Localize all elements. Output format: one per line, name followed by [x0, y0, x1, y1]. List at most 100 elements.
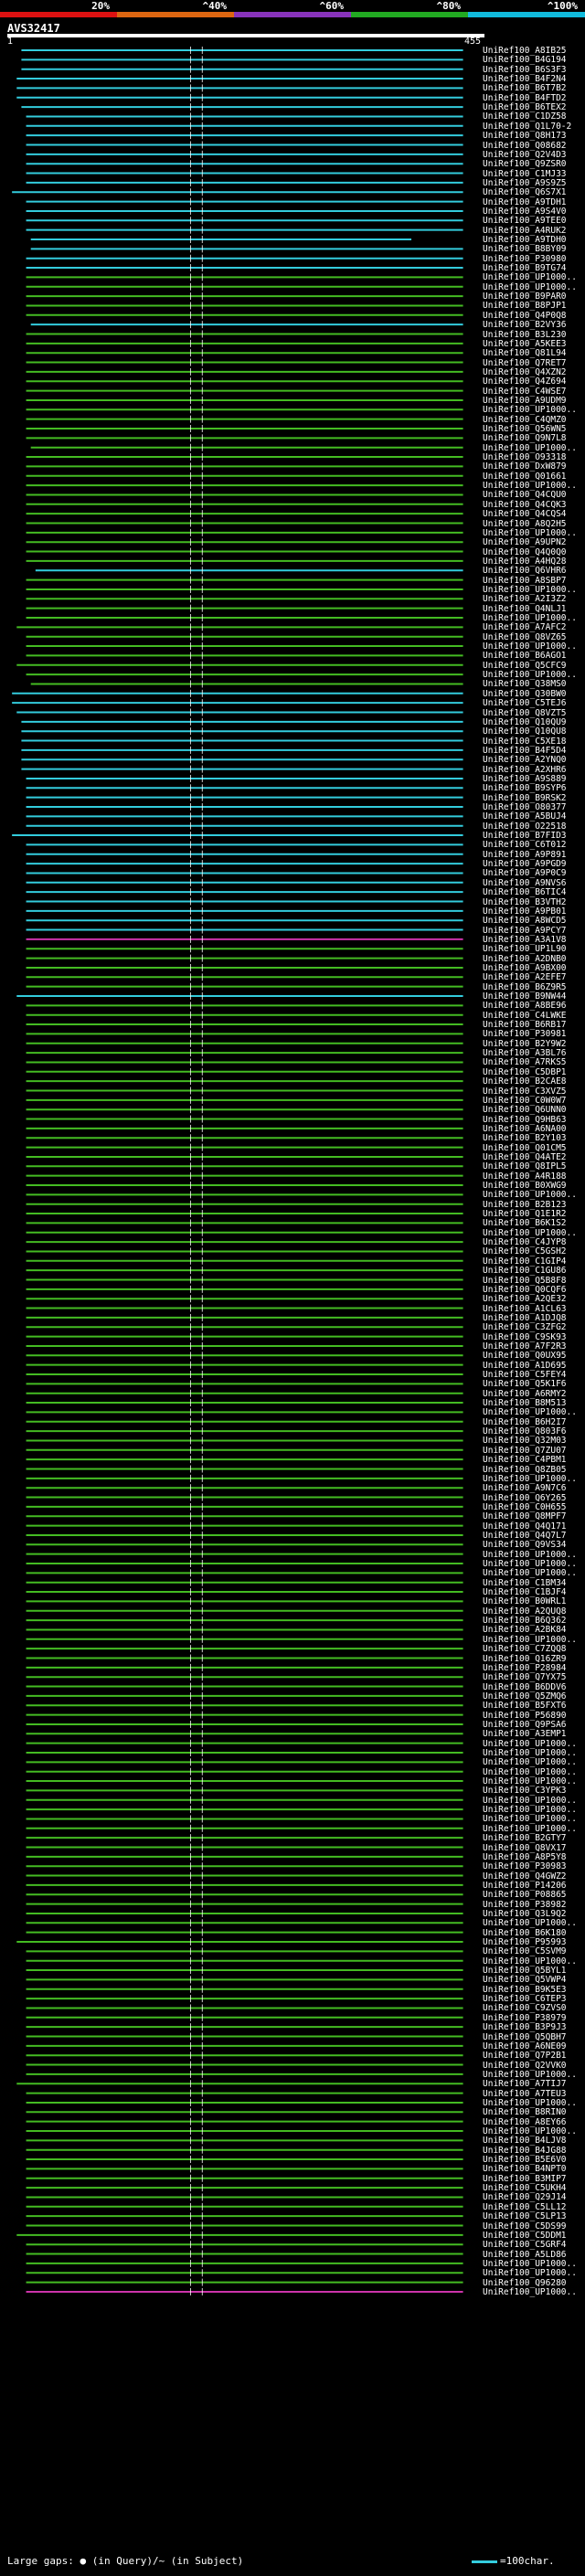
hit-label[interactable]: UniRef100_Q8VZ65 [483, 631, 567, 642]
hit-label[interactable]: UniRef100_A9P0C9 [483, 868, 567, 879]
hit-label[interactable]: UniRef100_A2XHR6 [483, 764, 567, 775]
hit-label[interactable]: UniRef100_A2QUQ8 [483, 1606, 567, 1617]
hit-label[interactable]: UniRef100_Q4ATE2 [483, 1151, 567, 1162]
hit-label[interactable]: UniRef100_UP1000.. [483, 1559, 577, 1569]
hit-label[interactable]: UniRef100_A9S889 [483, 773, 567, 784]
hit-label[interactable]: UniRef100_Q81L94 [483, 348, 567, 359]
hit-label[interactable]: UniRef100_B6T7B2 [483, 83, 567, 94]
hit-label[interactable]: UniRef100_A8SBP7 [483, 575, 567, 586]
hit-label[interactable]: UniRef100_UP1000.. [483, 2286, 577, 2297]
hit-label[interactable]: UniRef100_Q5BYL1 [483, 1966, 567, 1977]
hit-label[interactable]: UniRef100_A7RKS5 [483, 1057, 567, 1068]
hit-label[interactable]: UniRef100_B7FID3 [483, 831, 567, 842]
hit-label[interactable]: UniRef100_A5KEE3 [483, 338, 567, 349]
hit-label[interactable]: UniRef100_C1GU86 [483, 1266, 567, 1277]
hit-label[interactable]: UniRef100_UP1000.. [483, 281, 577, 292]
hit-label[interactable]: UniRef100_C5DBP1 [483, 1066, 567, 1077]
hit-label[interactable]: UniRef100_A4HQ28 [483, 556, 567, 567]
hit-label[interactable]: UniRef100_C1BM34 [483, 1577, 567, 1588]
hit-label[interactable]: UniRef100_UP1000.. [483, 670, 577, 681]
hit-label[interactable]: UniRef100_P30980 [483, 253, 567, 264]
hit-label[interactable]: UniRef100_C6T012 [483, 840, 567, 851]
hit-label[interactable]: UniRef100_A2I3Z2 [483, 594, 567, 605]
hit-label[interactable]: UniRef100_A4RUK2 [483, 225, 567, 236]
hit-label[interactable]: UniRef100_O22518 [483, 821, 567, 832]
hit-label[interactable]: UniRef100_A4R188 [483, 1171, 567, 1182]
hit-label[interactable]: UniRef100_C1MJ33 [483, 168, 567, 179]
hit-label[interactable]: UniRef100_C4QMZ0 [483, 414, 567, 425]
hit-label[interactable]: UniRef100_B6S3F3 [483, 64, 567, 75]
hit-label[interactable]: UniRef100_Q3L9Q2 [483, 1908, 567, 1919]
hit-label[interactable]: UniRef100_Q4CQU0 [483, 490, 567, 501]
hit-label[interactable]: UniRef100_UP1000.. [483, 1823, 577, 1834]
hit-label[interactable]: UniRef100_Q4CQK3 [483, 499, 567, 510]
hit-label[interactable]: UniRef100_Q5ZMQ6 [483, 1691, 567, 1701]
hit-label[interactable]: UniRef100_P38979 [483, 2012, 567, 2023]
hit-label[interactable]: UniRef100_Q9PSA6 [483, 1719, 567, 1730]
hit-label[interactable]: UniRef100_A8IB25 [483, 46, 567, 56]
hit-label[interactable]: UniRef100_P14206 [483, 1880, 567, 1891]
hit-label[interactable]: UniRef100_B2Y9W2 [483, 1038, 567, 1049]
hit-label[interactable]: UniRef100_A8Q2H5 [483, 518, 567, 529]
hit-label[interactable]: UniRef100_A9P891 [483, 849, 567, 860]
hit-label[interactable]: UniRef100_C5DDM1 [483, 2230, 567, 2241]
hit-label[interactable]: UniRef100_UP1000.. [483, 1190, 577, 1201]
hit-label[interactable]: UniRef100_A6NA00 [483, 1123, 567, 1134]
hit-label[interactable]: UniRef100_A8EY66 [483, 2116, 567, 2127]
hit-label[interactable]: UniRef100_UP1000.. [483, 641, 577, 652]
hit-label[interactable]: UniRef100_Q9VS34 [483, 1540, 567, 1551]
hit-label[interactable]: UniRef100_UP1000.. [483, 1918, 577, 1929]
hit-label[interactable]: UniRef100_Q4XZN2 [483, 366, 567, 377]
hit-label[interactable]: UniRef100_A2DNB0 [483, 953, 567, 964]
hit-label[interactable]: UniRef100_UP1000.. [483, 1805, 577, 1816]
hit-label[interactable]: UniRef100_A6NE09 [483, 2041, 567, 2051]
hit-label[interactable]: UniRef100_Q4Q0Q0 [483, 546, 567, 557]
hit-label[interactable]: UniRef100_P30981 [483, 1029, 567, 1040]
hit-label[interactable]: UniRef100_C5TEJ6 [483, 698, 567, 709]
hit-label[interactable]: UniRef100_A9N7C6 [483, 1483, 567, 1494]
hit-label[interactable]: UniRef100_C5UKH4 [483, 2183, 567, 2194]
hit-label[interactable]: UniRef100_DxW879 [483, 461, 567, 472]
hit-label[interactable]: UniRef100_B2GTY7 [483, 1833, 567, 1844]
hit-label[interactable]: UniRef100_Q32M03 [483, 1436, 567, 1447]
hit-label[interactable]: UniRef100_C3YPK3 [483, 1786, 567, 1797]
hit-label[interactable]: UniRef100_P28984 [483, 1662, 567, 1673]
hit-label[interactable]: UniRef100_B2Y103 [483, 1133, 567, 1144]
hit-label[interactable]: UniRef100_Q8VX17 [483, 1842, 567, 1853]
hit-label[interactable]: UniRef100_B9NW44 [483, 991, 567, 1002]
hit-label[interactable]: UniRef100_UP1000.. [483, 1634, 577, 1645]
hit-label[interactable]: UniRef100_A9S9Z5 [483, 177, 567, 188]
hit-label[interactable]: UniRef100_Q4GWZ2 [483, 1871, 567, 1882]
hit-label[interactable]: UniRef100_C4PBM1 [483, 1455, 567, 1466]
hit-label[interactable]: UniRef100_Q96280 [483, 2277, 567, 2288]
hit-label[interactable]: UniRef100_C5GRF4 [483, 2240, 567, 2251]
hit-label[interactable]: UniRef100_B2B123 [483, 1199, 567, 1210]
hit-label[interactable]: UniRef100_C9ZVS0 [483, 2003, 567, 2014]
hit-label[interactable]: UniRef100_Q10QU9 [483, 716, 567, 727]
hit-label[interactable]: UniRef100_B4NPT0 [483, 2164, 567, 2175]
hit-label[interactable]: UniRef100_Q1L70-2 [483, 121, 572, 132]
hit-label[interactable]: UniRef100_B8BY09 [483, 244, 567, 255]
hit-label[interactable]: UniRef100_A7TEU3 [483, 2088, 567, 2099]
hit-label[interactable]: UniRef100_Q01CM5 [483, 1142, 567, 1153]
hit-label[interactable]: UniRef100_C5DS99 [483, 2221, 567, 2231]
hit-label[interactable]: UniRef100_Q803F6 [483, 1426, 567, 1437]
hit-label[interactable]: UniRef100_UP1000.. [483, 1549, 577, 1560]
hit-label[interactable]: UniRef100_Q9N7L8 [483, 433, 567, 444]
hit-label[interactable]: UniRef100_B4F2N4 [483, 74, 567, 85]
hit-label[interactable]: UniRef100_Q9HB63 [483, 1114, 567, 1125]
hit-label[interactable]: UniRef100_B8M513 [483, 1398, 567, 1409]
hit-label[interactable]: UniRef100_UP1000.. [483, 2126, 577, 2136]
hit-label[interactable]: UniRef100_B6K180 [483, 1927, 567, 1938]
hit-label[interactable]: UniRef100_O80377 [483, 802, 567, 812]
hit-label[interactable]: UniRef100_UP1000.. [483, 1956, 577, 1966]
hit-label[interactable]: UniRef100_UP1000.. [483, 1748, 577, 1758]
hit-label[interactable]: UniRef100_B9K5E3 [483, 1984, 567, 1995]
hit-label[interactable]: UniRef100_A9TEE0 [483, 216, 567, 227]
hit-label[interactable]: UniRef100_Q0CQF6 [483, 1284, 567, 1295]
hit-label[interactable]: UniRef100_B6AGO1 [483, 651, 567, 662]
hit-label[interactable]: UniRef100_A9UPN2 [483, 537, 567, 548]
hit-label[interactable]: UniRef100_Q38MS0 [483, 679, 567, 690]
hit-label[interactable]: UniRef100_B6K1S2 [483, 1218, 567, 1229]
hit-label[interactable]: UniRef100_A7AFC2 [483, 622, 567, 633]
